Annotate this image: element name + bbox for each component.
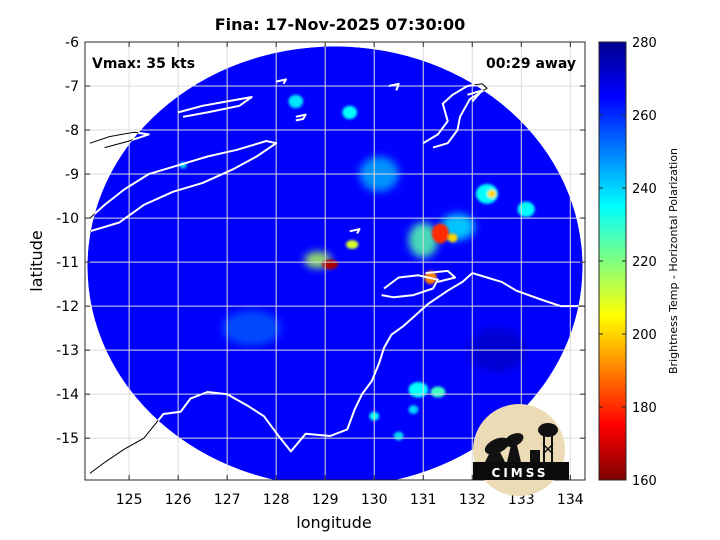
x-tick-label-2: 127 bbox=[214, 492, 241, 508]
cimss-logo: CIMSS bbox=[473, 404, 569, 496]
coastline-11 bbox=[89, 272, 583, 475]
swath-feature-8 bbox=[475, 183, 498, 204]
coastline-5 bbox=[388, 82, 400, 91]
x-tick-label-0: 125 bbox=[116, 492, 143, 508]
swath-feature-4 bbox=[408, 405, 419, 414]
x-axis-ticks: 125 126 127 128 129 130 131 132 133 134 bbox=[116, 42, 584, 508]
y-tick-label-7: -13 bbox=[56, 343, 79, 359]
swath-feature-16 bbox=[346, 240, 359, 249]
x-tick-label-6: 131 bbox=[410, 492, 437, 508]
swath-feature-11 bbox=[408, 382, 429, 398]
swath-feature-6 bbox=[288, 94, 304, 109]
swath-feature-17 bbox=[447, 233, 458, 243]
y-tick-label-5: -11 bbox=[56, 255, 79, 271]
x-tick-label-9: 134 bbox=[557, 492, 584, 508]
y-tick-label-1: -7 bbox=[65, 79, 79, 95]
y-axis-ticks: -6 -7 -8 -9 -10 -11 -12 -13 -14 -15 bbox=[56, 35, 585, 447]
coastline-9 bbox=[381, 274, 439, 299]
colorbar-tick-label-6: 160 bbox=[632, 474, 657, 489]
x-tick-label-4: 129 bbox=[312, 492, 339, 508]
x-axis-label: longitude bbox=[296, 513, 371, 532]
colorbar-tick-label-0: 280 bbox=[632, 36, 657, 51]
colorbar-tick-label-2: 240 bbox=[632, 182, 657, 197]
y-tick-label-9: -15 bbox=[56, 431, 79, 447]
x-tick-label-1: 126 bbox=[165, 492, 192, 508]
coastlines bbox=[89, 78, 585, 475]
colorbar-tick-label-1: 260 bbox=[632, 109, 657, 124]
coastline-4 bbox=[275, 78, 287, 85]
swath-feature-21 bbox=[322, 259, 338, 270]
logo-text: CIMSS bbox=[492, 466, 549, 480]
swath-feature-5 bbox=[393, 431, 404, 441]
y-tick-label-6: -12 bbox=[56, 299, 79, 315]
x-tick-label-3: 128 bbox=[263, 492, 290, 508]
y-tick-label-2: -8 bbox=[65, 123, 79, 139]
colorbar bbox=[598, 41, 627, 481]
y-tick-label-3: -9 bbox=[65, 167, 79, 183]
y-axis-label: latitude bbox=[27, 230, 46, 291]
swath-feature-18 bbox=[487, 189, 497, 198]
colorbar-tick-label-4: 200 bbox=[632, 328, 657, 343]
colorbar-tick-label-3: 220 bbox=[632, 255, 657, 270]
swath-feature-10 bbox=[342, 105, 358, 120]
y-tick-label-8: -14 bbox=[56, 387, 79, 403]
x-tick-label-7: 132 bbox=[459, 492, 486, 508]
x-tick-label-8: 133 bbox=[508, 492, 535, 508]
swath-feature-9 bbox=[517, 201, 535, 217]
coastline-6 bbox=[349, 228, 361, 234]
y-tick-label-0: -6 bbox=[65, 35, 79, 51]
swath-feature-13 bbox=[430, 386, 446, 398]
coastline-8 bbox=[467, 89, 484, 103]
x-tick-label-5: 130 bbox=[361, 492, 388, 508]
swath-feature-20 bbox=[431, 223, 449, 244]
colorbar-tick-label-5: 180 bbox=[632, 401, 657, 416]
y-tick-label-4: -10 bbox=[56, 211, 79, 227]
coastline-10 bbox=[425, 269, 457, 283]
swath-feature-1 bbox=[222, 310, 282, 346]
colorbar-label: Brightness Temp - Horizontal Polarizatio… bbox=[667, 148, 680, 374]
coastline-3 bbox=[295, 113, 307, 122]
time-away-annotation: 00:29 away bbox=[486, 56, 576, 72]
colorbar-ticks: 280 260 240 220 200 180 160 bbox=[599, 36, 657, 489]
coastline-2 bbox=[177, 96, 253, 118]
axes-frame bbox=[84, 41, 586, 481]
coastline-0 bbox=[89, 140, 278, 233]
chart-title: Fina: 17-Nov-2025 07:30:00 bbox=[215, 15, 466, 34]
vmax-annotation: Vmax: 35 kts bbox=[92, 56, 195, 72]
